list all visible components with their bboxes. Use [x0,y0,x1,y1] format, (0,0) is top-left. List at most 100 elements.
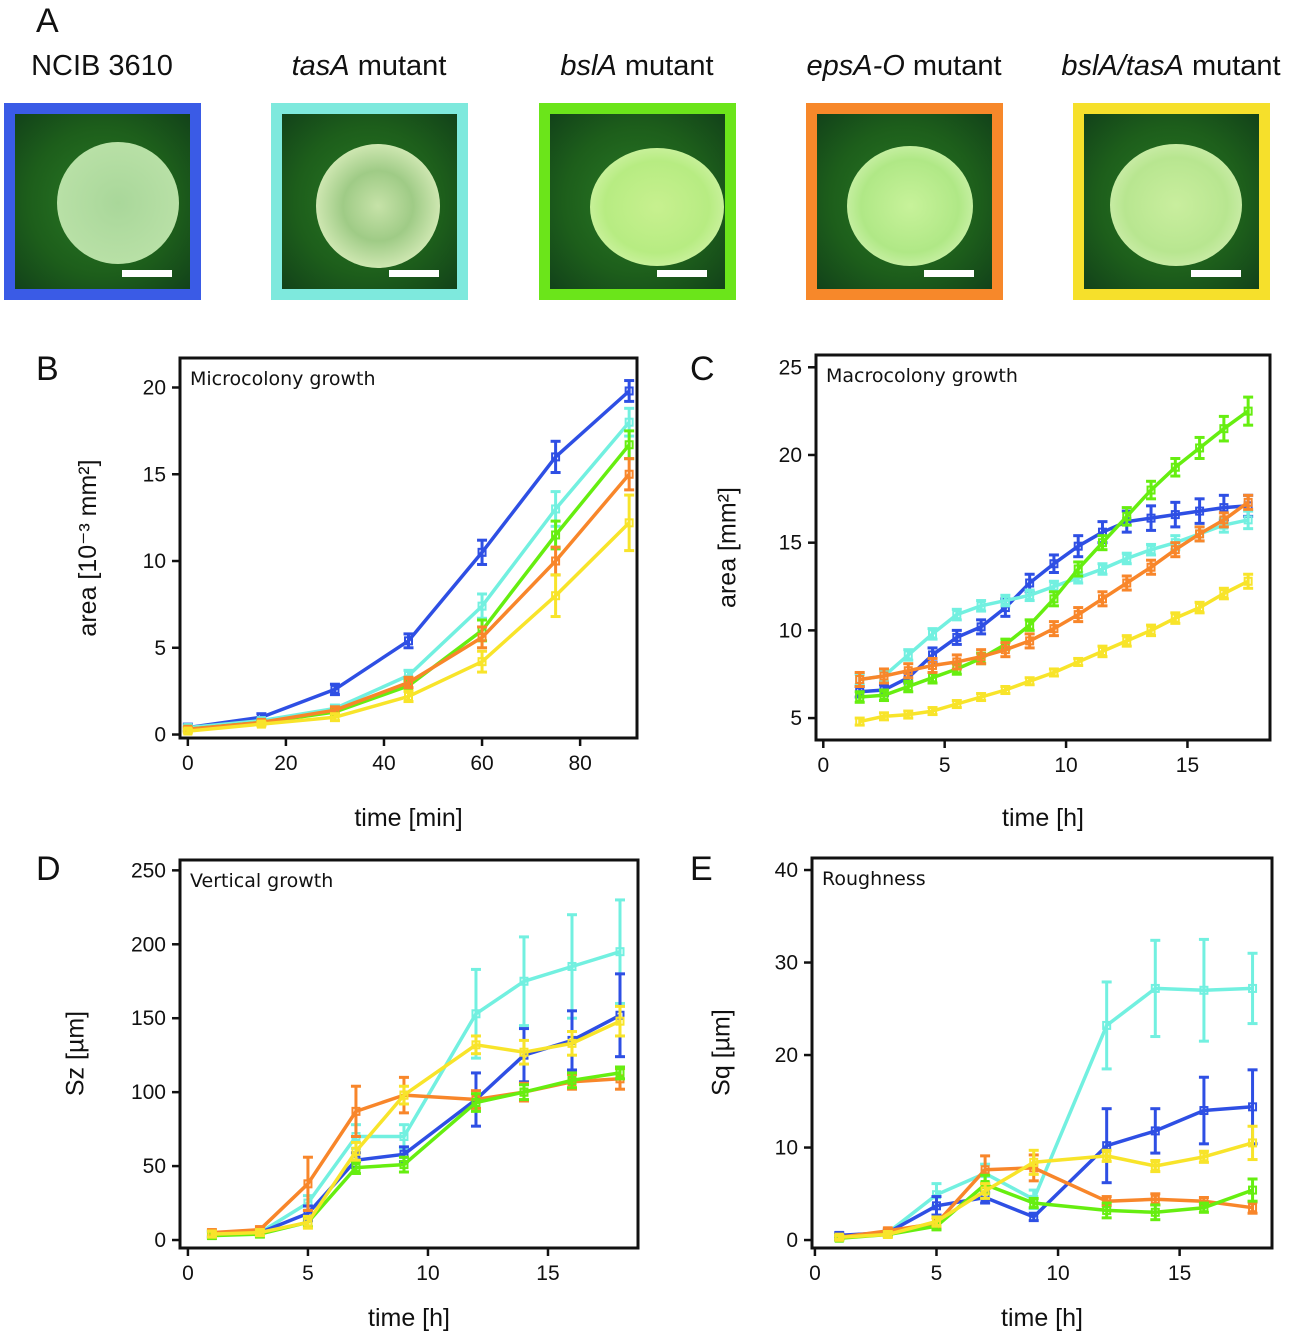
y-tick-label: 0 [786,1229,798,1252]
x-tick-label: 0 [182,752,194,775]
data-point [1195,506,1205,516]
y-tick-label: 30 [775,952,798,975]
data-point [330,684,340,694]
data-point [1000,596,1010,606]
data-point [1029,1212,1039,1222]
data-point [351,1163,361,1173]
data-point [1243,406,1253,416]
data-point [519,1087,529,1097]
data-point [615,1016,625,1026]
data-point [879,671,889,681]
strain-gene-name: bslA [560,50,617,82]
data-point [1122,636,1132,646]
data-point [1000,645,1010,655]
colony-image [1084,114,1259,289]
colony-photo [806,103,1003,300]
data-point [1150,983,1160,993]
data-point [1025,636,1035,646]
strain-gene-name: bslA/tasA [1061,50,1184,82]
data-point [1025,578,1035,588]
x-tick-label: 0 [809,1262,821,1285]
data-point [976,622,986,632]
x-tick-label: 15 [1168,1262,1191,1285]
data-point [952,632,962,642]
y-tick-label: 100 [131,1081,166,1104]
data-point [624,518,634,528]
x-axis-label: time [h] [368,1304,450,1332]
data-point [551,504,561,514]
x-tick-label: 10 [1054,754,1077,777]
data-point [1102,1020,1112,1030]
strain-gene-name: epsA-O [806,50,905,82]
colony-image [282,114,457,289]
y-tick-label: 20 [775,1044,798,1067]
data-point [399,1132,409,1142]
strain-label-text: mutant [616,50,714,82]
colony [590,148,724,266]
data-point [1097,646,1107,656]
data-point [1199,1152,1209,1162]
data-point [952,657,962,667]
data-point [1025,620,1035,630]
x-tick-label: 40 [372,752,395,775]
chart-title: Macrocolony growth [826,365,1018,387]
colony [57,142,179,264]
colony-photo [539,103,736,300]
x-tick-label: 5 [302,1262,314,1285]
strain-label: tasA mutant [224,50,514,83]
x-tick-label: 80 [568,752,591,775]
colony [316,144,440,268]
data-point [1248,983,1258,993]
data-point [471,1040,481,1050]
data-point [1049,667,1059,677]
data-point [1248,1185,1258,1195]
x-tick-label: 5 [931,1262,943,1285]
data-point [1097,538,1107,548]
plot-frame [178,858,640,1250]
y-tick-label: 20 [143,376,166,399]
data-point [567,1075,577,1085]
data-point [1029,1157,1039,1167]
scale-bar [1191,270,1241,277]
data-point [931,1217,941,1227]
data-point [855,674,865,684]
data-point [256,719,266,729]
data-point [1150,1126,1160,1136]
scale-bar [924,270,974,277]
x-tick-label: 15 [536,1262,559,1285]
y-axis-label: area [mm²] [713,486,742,608]
colony-photo [4,103,201,300]
data-point [976,692,986,702]
data-point [1146,513,1156,523]
data-point [551,530,561,540]
data-point [1097,594,1107,604]
panel-letter: B [36,350,59,388]
data-point [1025,676,1035,686]
panel-letter: D [36,850,61,888]
x-tick-label: 10 [1046,1262,1069,1285]
data-point [615,947,625,957]
data-point [399,1090,409,1100]
y-tick-label: 40 [775,859,798,882]
data-point [1195,529,1205,539]
data-point [404,691,413,701]
y-axis-label: area [10⁻³ mm²] [74,459,102,637]
data-point [551,452,561,462]
data-point [624,440,634,450]
data-point [1146,545,1156,555]
data-point [1248,1102,1258,1112]
data-point [1150,1207,1160,1217]
y-tick-label: 50 [143,1155,166,1178]
data-point [471,1009,481,1019]
y-tick-label: 0 [154,1229,166,1252]
data-point [519,976,529,986]
data-point [551,556,561,566]
colony-photo [271,103,468,300]
data-point [1073,657,1083,667]
scale-bar [122,270,172,277]
x-tick-label: 0 [817,754,829,777]
data-point [855,717,865,727]
data-point [855,692,865,702]
data-point [624,417,634,427]
